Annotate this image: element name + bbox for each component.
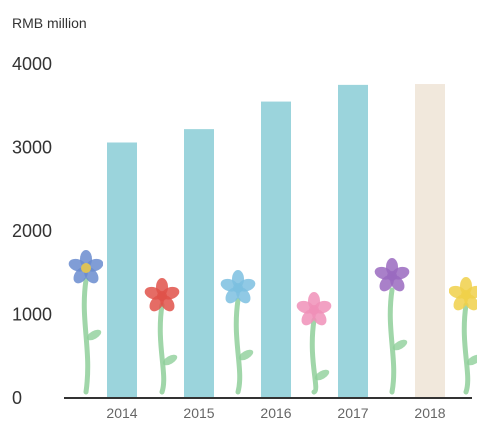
x-tick-label: 2016 — [260, 405, 291, 421]
flower-center — [461, 290, 471, 300]
flower-center — [157, 291, 167, 301]
bars-group — [103, 83, 449, 399]
bar-2018 — [415, 84, 445, 398]
flower-purple-icon — [374, 258, 410, 395]
flower-center — [387, 271, 397, 281]
flower-leaf — [392, 339, 408, 351]
flower-yellow-icon — [448, 277, 477, 395]
flower-center — [81, 263, 91, 273]
decorations — [68, 250, 477, 395]
y-tick-label: 3000 — [12, 138, 52, 158]
flower-leaf — [314, 369, 330, 381]
x-tick-label: 2018 — [414, 405, 445, 421]
bar-2015 — [184, 129, 214, 398]
flower-stem — [309, 317, 319, 395]
x-tick-label: 2014 — [106, 405, 137, 421]
x-tick-label: 2015 — [183, 405, 214, 421]
flower-stem — [157, 302, 167, 395]
bar-2016 — [261, 101, 291, 398]
bar-2017 — [338, 84, 368, 398]
y-tick-label: 2000 — [12, 221, 52, 241]
flower-leaf — [162, 354, 178, 366]
bar-2014 — [107, 142, 137, 398]
flower-yellow-blue-icon — [68, 250, 104, 395]
flower-center — [309, 305, 319, 315]
flower-center — [233, 283, 243, 293]
x-axis: 2014 2015 2016 2017 2018 — [64, 397, 472, 421]
x-tick-label: 2017 — [337, 405, 368, 421]
flower-leaf — [86, 329, 102, 341]
flower-stem — [387, 287, 397, 395]
y-tick-label: 4000 — [12, 54, 52, 74]
flower-stem — [461, 302, 471, 395]
flower-stem — [233, 297, 243, 395]
flower-leaf — [238, 349, 254, 361]
flower-stem — [81, 277, 91, 395]
flower-leaf — [466, 354, 477, 366]
y-axis: 0 1000 2000 3000 4000 — [12, 54, 52, 408]
flower-red-icon — [144, 278, 180, 395]
flower-pink-icon — [296, 292, 332, 395]
unit-label: RMB million — [12, 15, 87, 31]
y-tick-label: 1000 — [12, 305, 52, 325]
flower-blue-icon — [220, 270, 256, 395]
y-tick-label: 0 — [12, 388, 22, 408]
